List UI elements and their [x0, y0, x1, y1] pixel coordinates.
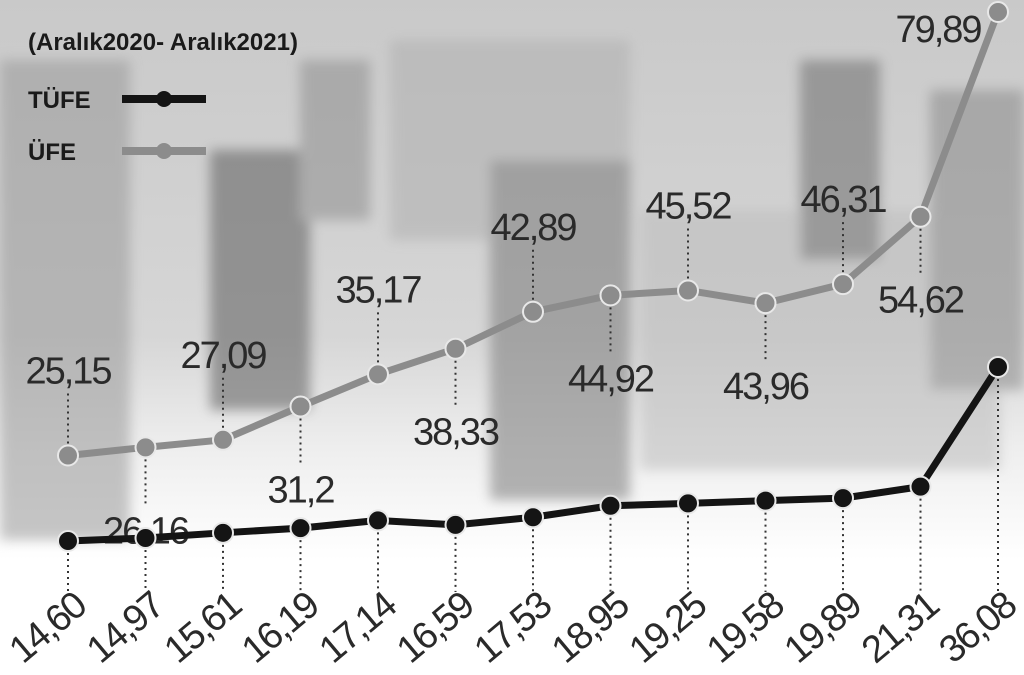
data-point [444, 513, 467, 536]
data-label: 44,92 [568, 358, 654, 400]
data-label: 35,17 [335, 269, 421, 311]
legend: TÜFE ÜFE [28, 87, 206, 166]
data-point [212, 521, 234, 544]
data-point [987, 355, 1009, 378]
data-point [522, 300, 544, 323]
data-point [599, 494, 622, 517]
data-point [522, 506, 544, 529]
data-point [289, 395, 312, 418]
data-point [677, 492, 699, 515]
data-point [909, 475, 932, 498]
data-label: 45,52 [645, 185, 731, 227]
legend-label: ÜFE [28, 139, 76, 166]
legend-label: TÜFE [28, 87, 91, 114]
data-point [212, 428, 234, 451]
data-label: 31,2 [268, 470, 335, 512]
data-label: 25,15 [25, 351, 111, 393]
data-point [832, 487, 854, 510]
data-label: 43,96 [723, 366, 809, 408]
data-point [599, 284, 622, 307]
data-label: 42,89 [490, 207, 576, 249]
data-point [134, 527, 157, 550]
data-label: 79,89 [895, 9, 981, 51]
chart-title: (Aralık2020- Aralık2021) [28, 29, 298, 56]
data-point [367, 509, 389, 532]
data-point [754, 292, 777, 315]
data-point [832, 273, 854, 296]
data-point [57, 444, 79, 467]
data-point [367, 363, 389, 386]
data-point [677, 279, 699, 302]
data-label: 46,31 [800, 179, 886, 221]
legend-marker [156, 91, 172, 107]
data-point [987, 1, 1009, 23]
data-point [909, 205, 932, 228]
data-label: 27,09 [180, 335, 266, 377]
legend-marker [156, 143, 172, 159]
data-point [57, 530, 79, 552]
data-point [289, 517, 312, 540]
data-point [444, 337, 467, 360]
data-point [754, 489, 777, 512]
data-label: 38,33 [413, 412, 499, 454]
data-label: 54,62 [878, 280, 964, 322]
data-point [134, 436, 157, 459]
